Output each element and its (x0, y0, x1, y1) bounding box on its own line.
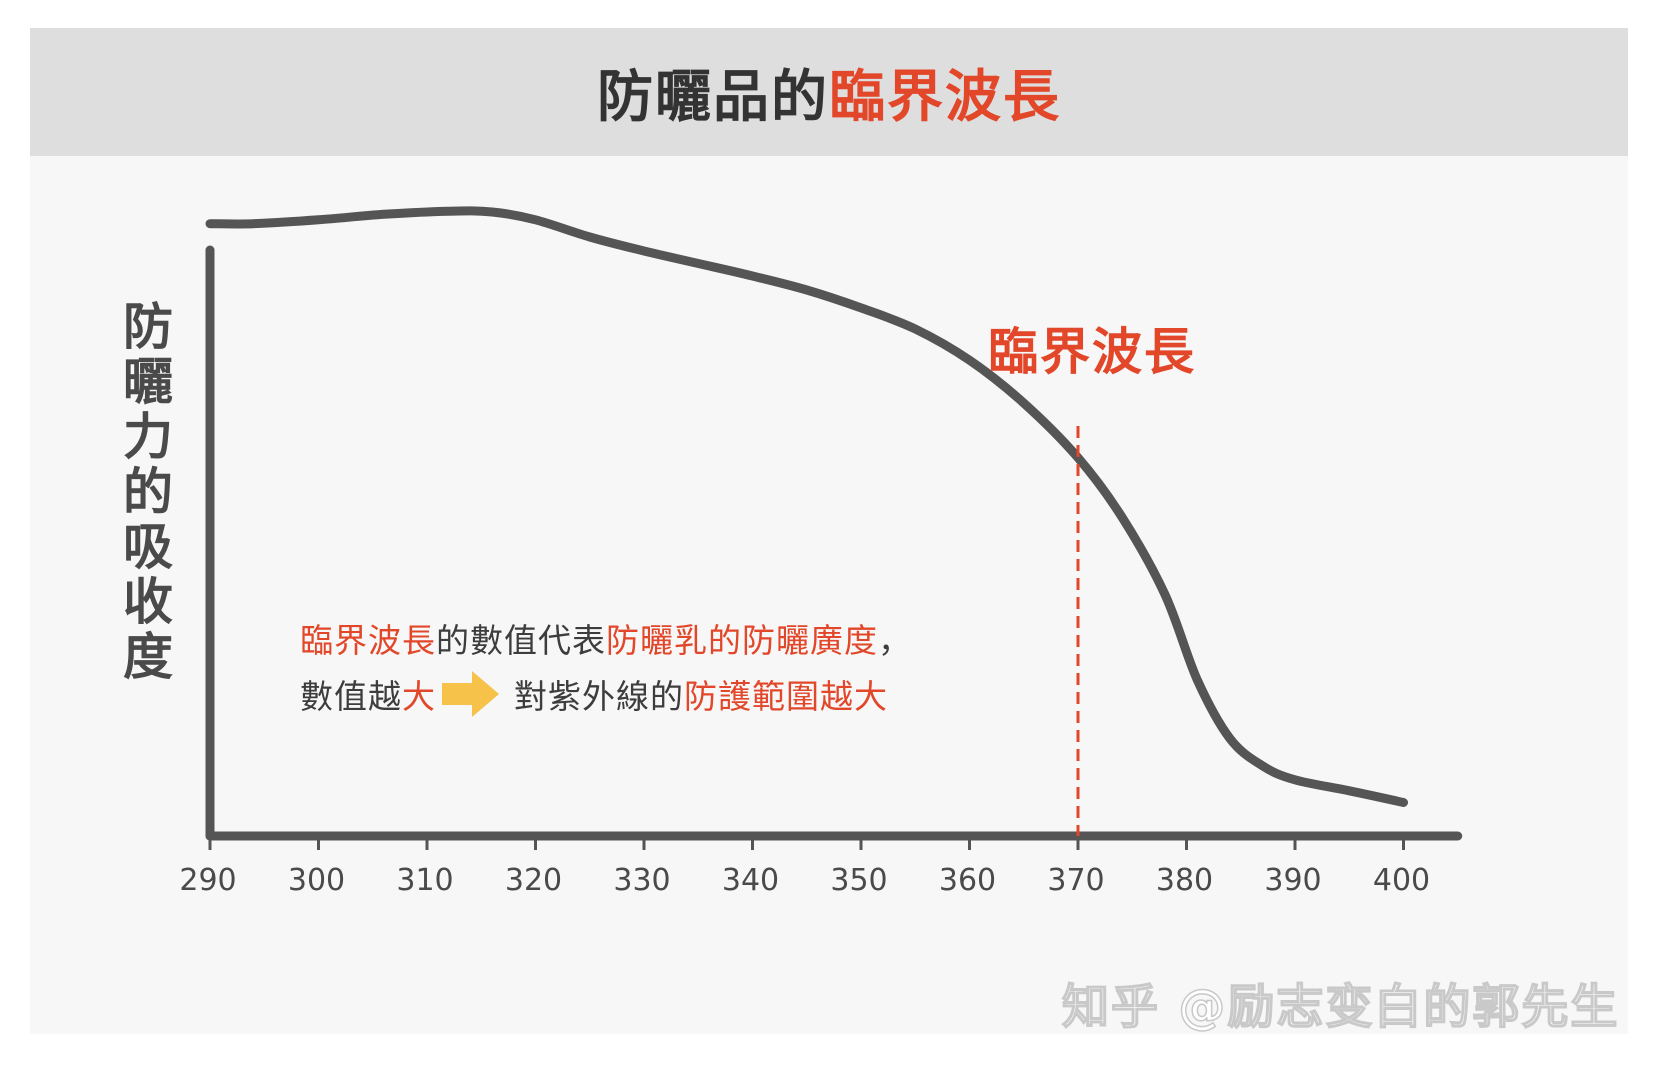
x-tick-label: 320 (505, 863, 562, 898)
annotation-line-1-segment: 臨界波長 (300, 621, 436, 660)
chart-title-plain: 防曬品的 (597, 64, 829, 130)
annotation-line-1: 臨界波長的數值代表防曬乳的防曬廣度， (300, 614, 912, 662)
x-tick-label: 310 (396, 863, 453, 898)
annotation-line-1-segment: 防曬乳的防曬廣度 (606, 621, 878, 660)
absorbance-curve (205, 206, 1408, 807)
annotation-line-2-segment: 大 (402, 677, 436, 716)
x-tick-label: 380 (1156, 863, 1213, 898)
critical-wavelength-label: 臨界波長 (988, 323, 1196, 381)
watermark: 知乎 @励志变白的郭先生 (1061, 979, 1620, 1036)
x-tick-label: 290 (179, 863, 236, 898)
annotation-line-2-end: 對紫外線的防護範圍越大 (514, 670, 888, 718)
chart-title-highlight: 臨界波長 (829, 64, 1061, 130)
annotation-line-1-segment: ， (878, 621, 912, 660)
x-tick-label: 350 (830, 863, 887, 898)
x-tick-label: 370 (1047, 863, 1104, 898)
title-bar: 防曬品的臨界波長 (30, 28, 1628, 156)
x-tick-label: 300 (288, 863, 345, 898)
annotation-line-2-segment: 對紫外線的 (514, 677, 684, 716)
annotation-line-2-segment: 防護範圍越大 (684, 677, 888, 716)
annotation-line-1-segment: 的數值代表 (436, 621, 606, 660)
x-tick-label: 330 (613, 863, 670, 898)
x-tick-label: 340 (722, 863, 779, 898)
x-tick-label: 360 (939, 863, 996, 898)
chart-title: 防曬品的臨界波長 (597, 52, 1061, 133)
x-tick-label: 400 (1373, 863, 1430, 898)
annotation-line-2-start: 數值越大 (300, 670, 436, 718)
x-tick-label: 390 (1264, 863, 1321, 898)
chart-panel: 防曬品的臨界波長 (30, 28, 1628, 1034)
y-axis-label: 防曬力的吸收度 (123, 298, 173, 686)
right-arrow-icon (442, 671, 499, 717)
annotation-line-2-segment: 數值越 (300, 677, 402, 716)
annotation-line-2: 數值越大 對紫外線的防護範圍越大 (300, 670, 888, 718)
